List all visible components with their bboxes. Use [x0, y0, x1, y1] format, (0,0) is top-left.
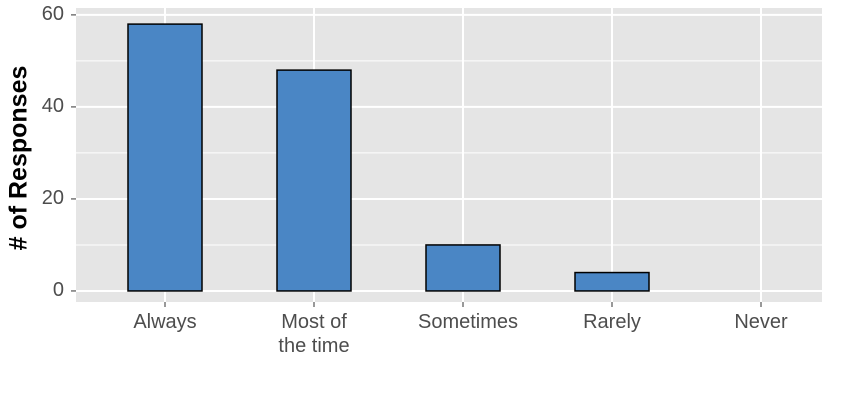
- x-tick-label: Rarely: [583, 311, 641, 333]
- x-tick-label: Most of the time: [278, 311, 350, 357]
- bar: [276, 69, 352, 292]
- bar: [425, 244, 501, 292]
- bar: [127, 23, 203, 292]
- x-tick-label: Always: [133, 311, 197, 333]
- bar: [574, 271, 650, 292]
- y-axis-title: # of Responses: [5, 66, 33, 251]
- y-tick-label: 60: [42, 3, 64, 25]
- y-tick-label: 20: [42, 187, 64, 209]
- y-tick-label: 40: [42, 95, 64, 117]
- x-tick-label: Sometimes: [418, 311, 519, 333]
- x-tick-label: Never: [734, 311, 788, 333]
- y-tick-label: 0: [53, 279, 64, 301]
- marks: [127, 23, 650, 292]
